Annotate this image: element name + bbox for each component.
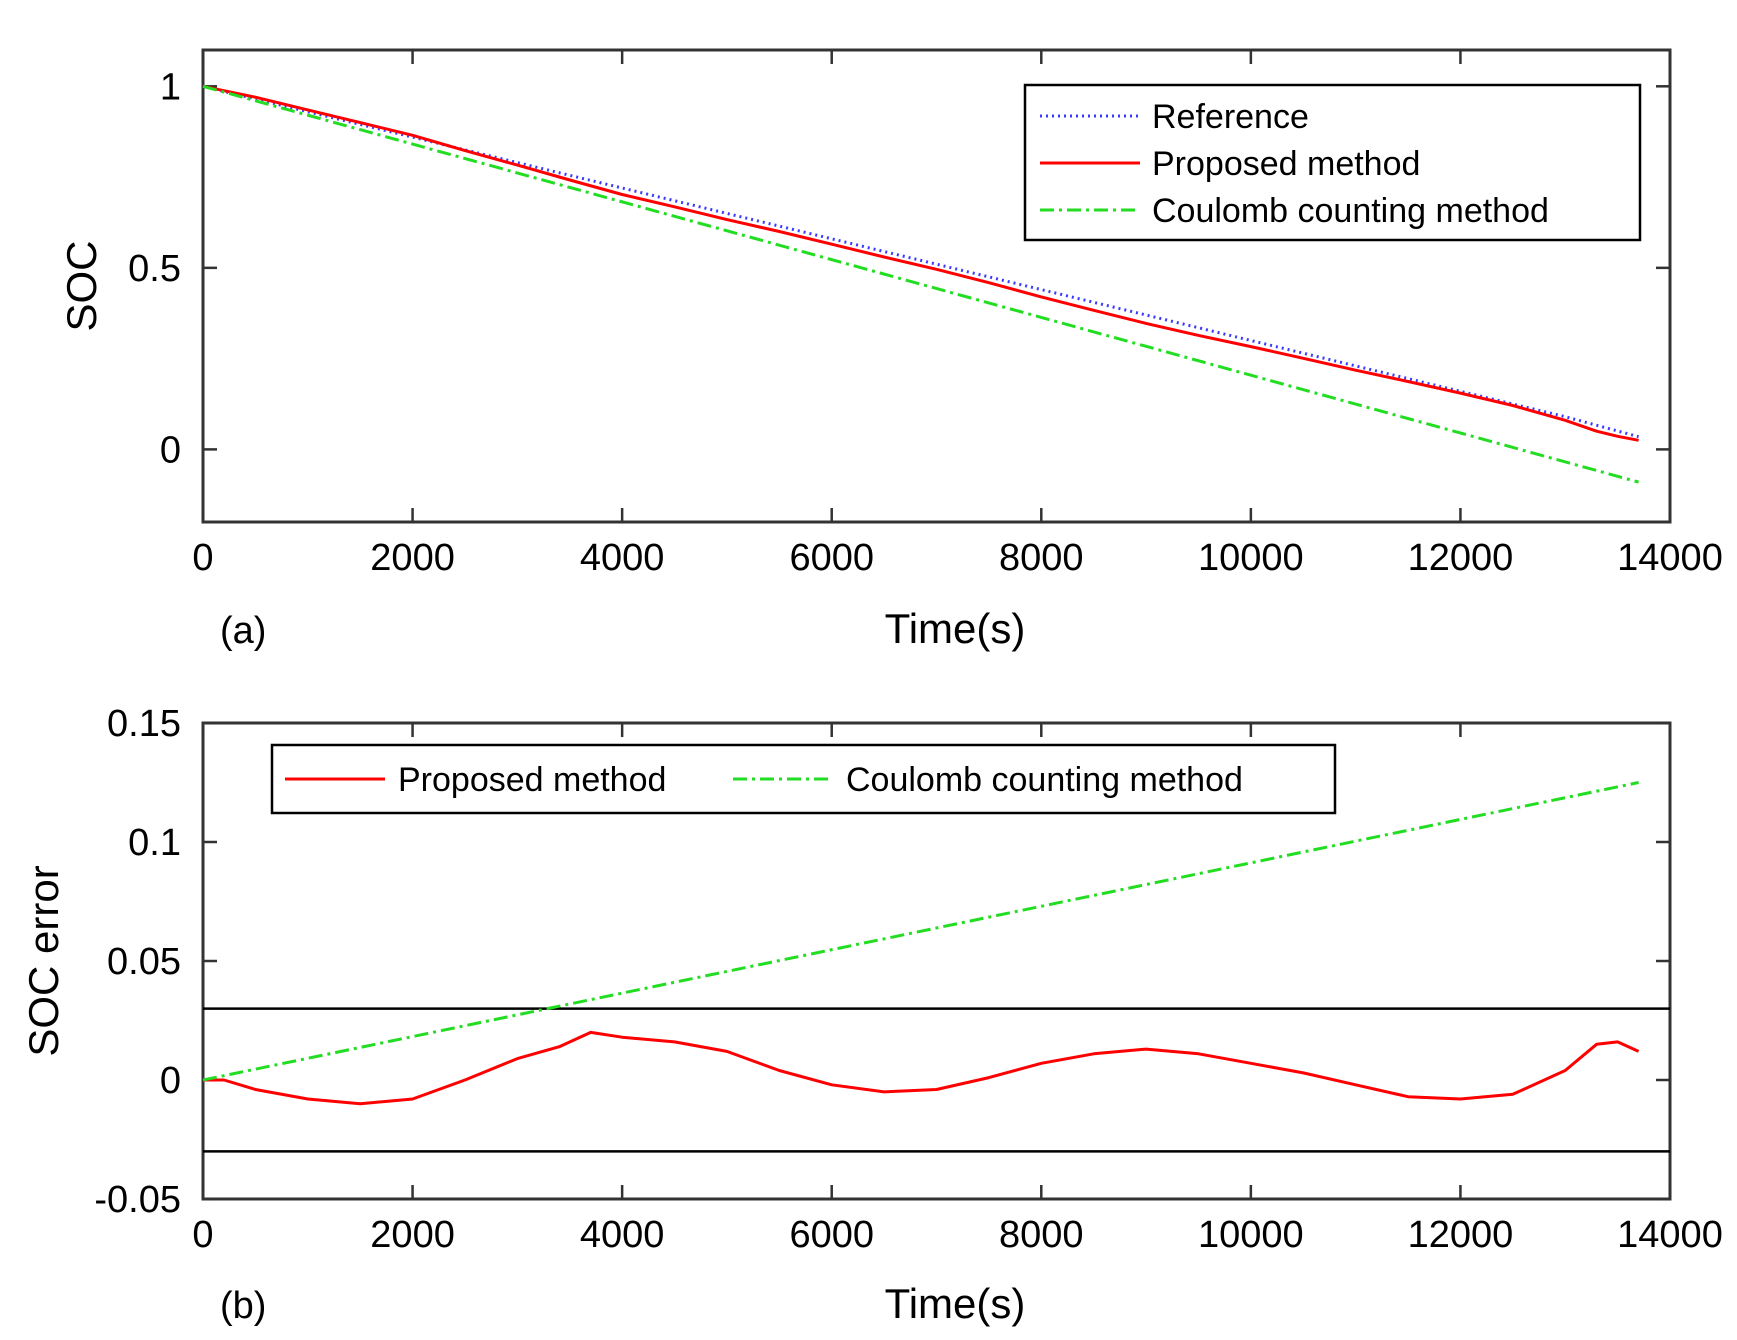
x-tick-label: 12000 [1408,537,1514,579]
x-tick-label: 6000 [789,537,874,579]
legend-label-coulomb-a: Coulomb counting method [1152,192,1549,230]
x-tick-label: 0 [192,1214,213,1256]
y-tick-label: 0 [160,1060,181,1102]
x-tick-label: 14000 [1617,1214,1723,1256]
x-tick-label: 2000 [370,1214,455,1256]
legend-label-reference: Reference [1152,98,1309,136]
series-line-proposed-method [202,84,1639,442]
reference-lines-b [203,1007,1670,1153]
x-tick-label: 4000 [580,537,665,579]
series-line-coulomb-counting-method [202,781,1639,1082]
series-lines-a [202,84,1639,484]
x-tick-label: 10000 [1198,1214,1304,1256]
legend-label-proposed-b: Proposed method [398,761,666,799]
y-tick-label: 0.1 [128,822,181,864]
x-axis-label-b: Time(s) [885,1280,1026,1327]
legend-b: Proposed method Coulomb counting method [270,743,1337,815]
ticks-b: 0 2000 4000 6000 8000 10000 12000 14000 -0.05 0 0.… [94,703,1722,1256]
x-tick-label: 4000 [580,1214,665,1256]
y-tick-label: 0.05 [107,941,181,983]
x-tick-label: 6000 [789,1214,874,1256]
panel-a: 0 2000 4000 6000 8000 10000 12000 14000 0 0.5 1 SO… [58,48,1723,652]
legend-a: Reference Proposed method Coulomb counti… [1023,83,1642,242]
y-tick-label: 0.15 [107,703,181,745]
series-line-coulomb-counting-method [202,84,1639,484]
y-tick-label: 1 [160,66,181,108]
panel-label-a: (a) [220,610,266,652]
panel-b: 0 2000 4000 6000 8000 10000 12000 14000 -0.05 0 0.… [20,703,1723,1327]
y-axis-label-a: SOC [58,240,105,331]
series-line-proposed-method [203,1030,1640,1106]
x-tick-label: 8000 [999,1214,1084,1256]
legend-label-coulomb-b: Coulomb counting method [846,761,1243,799]
x-tick-label: 2000 [370,537,455,579]
ticks-a: 0 2000 4000 6000 8000 10000 12000 14000 0 0.5 1 [128,50,1723,579]
x-tick-label: 12000 [1408,1214,1514,1256]
panel-label-b: (b) [220,1285,266,1327]
legend-label-proposed-a: Proposed method [1152,145,1420,183]
y-tick-label: -0.05 [94,1179,181,1221]
x-tick-label: 14000 [1617,537,1723,579]
x-tick-label: 0 [192,537,213,579]
x-axis-label-a: Time(s) [885,605,1026,652]
x-tick-label: 8000 [999,537,1084,579]
x-tick-label: 10000 [1198,537,1304,579]
y-tick-label: 0.5 [128,248,181,290]
legend-box-b [270,743,1337,815]
y-axis-label-b: SOC error [20,865,67,1056]
y-tick-label: 0 [160,429,181,471]
series-lines-b [202,781,1640,1106]
